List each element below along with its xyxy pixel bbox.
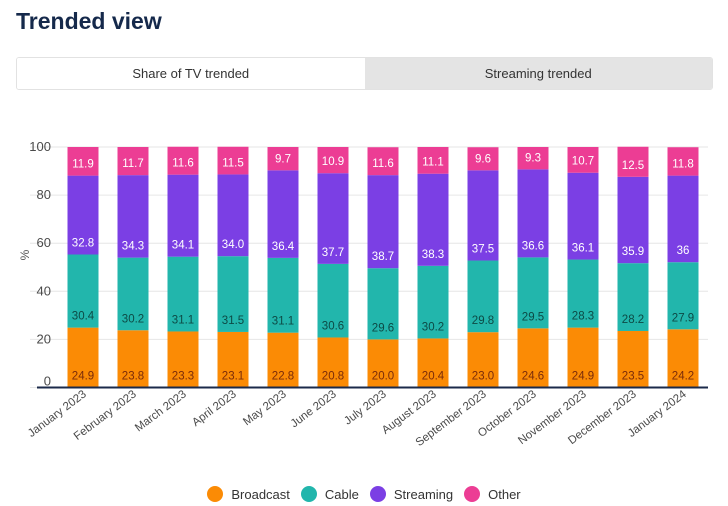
svg-text:24.9: 24.9 — [72, 371, 94, 383]
svg-text:34.0: 34.0 — [222, 239, 244, 251]
svg-text:July 2023: July 2023 — [342, 388, 389, 427]
svg-text:38.3: 38.3 — [422, 249, 444, 261]
svg-text:36.4: 36.4 — [272, 241, 295, 253]
svg-text:36: 36 — [677, 245, 690, 257]
svg-text:28.2: 28.2 — [622, 314, 644, 326]
svg-text:30.2: 30.2 — [422, 321, 444, 333]
svg-text:24.2: 24.2 — [672, 371, 694, 383]
svg-text:60: 60 — [37, 235, 51, 250]
svg-text:11.1: 11.1 — [422, 157, 444, 169]
svg-text:31.1: 31.1 — [172, 314, 194, 326]
svg-text:35.9: 35.9 — [622, 246, 644, 258]
svg-text:40: 40 — [37, 283, 51, 298]
svg-text:9.6: 9.6 — [475, 153, 491, 165]
svg-text:0: 0 — [44, 374, 51, 389]
svg-text:9.7: 9.7 — [275, 153, 291, 165]
svg-text:20.4: 20.4 — [422, 371, 445, 383]
svg-text:24.9: 24.9 — [572, 371, 594, 383]
svg-text:20.0: 20.0 — [372, 371, 394, 383]
svg-text:11.8: 11.8 — [672, 159, 694, 171]
svg-text:29.6: 29.6 — [372, 322, 394, 334]
svg-text:100: 100 — [29, 139, 51, 154]
svg-text:9.3: 9.3 — [525, 152, 541, 164]
svg-text:23.5: 23.5 — [622, 371, 644, 383]
svg-text:36.1: 36.1 — [572, 243, 594, 255]
svg-text:34.1: 34.1 — [172, 240, 194, 252]
svg-text:32.8: 32.8 — [72, 238, 94, 250]
svg-text:23.1: 23.1 — [222, 371, 244, 383]
svg-text:11.9: 11.9 — [72, 159, 94, 171]
svg-text:20: 20 — [37, 331, 51, 346]
svg-text:10.9: 10.9 — [322, 156, 344, 168]
svg-text:34.3: 34.3 — [122, 241, 144, 253]
svg-text:March 2023: March 2023 — [133, 388, 189, 434]
svg-text:24.6: 24.6 — [522, 371, 544, 383]
svg-text:June 2023: June 2023 — [289, 388, 339, 430]
svg-text:May 2023: May 2023 — [241, 388, 289, 428]
svg-text:23.8: 23.8 — [122, 371, 144, 383]
svg-text:23.3: 23.3 — [172, 371, 194, 383]
svg-text:37.7: 37.7 — [322, 247, 344, 259]
svg-text:11.6: 11.6 — [372, 158, 394, 170]
svg-text:31.5: 31.5 — [222, 315, 244, 327]
svg-text:29.5: 29.5 — [522, 311, 544, 323]
svg-text:20.8: 20.8 — [322, 371, 344, 383]
svg-text:38.7: 38.7 — [372, 251, 394, 263]
svg-text:23.0: 23.0 — [472, 371, 494, 383]
svg-text:29.8: 29.8 — [472, 315, 494, 327]
svg-text:28.3: 28.3 — [572, 311, 594, 323]
svg-text:April 2023: April 2023 — [190, 388, 239, 429]
svg-text:12.5: 12.5 — [622, 160, 644, 172]
svg-text:27.9: 27.9 — [672, 312, 694, 324]
svg-text:10.7: 10.7 — [572, 156, 594, 168]
svg-text:11.5: 11.5 — [222, 157, 244, 169]
svg-text:30.6: 30.6 — [322, 320, 344, 332]
svg-text:80: 80 — [37, 187, 51, 202]
svg-text:22.8: 22.8 — [272, 371, 294, 383]
svg-text:30.4: 30.4 — [72, 311, 95, 323]
svg-text:36.6: 36.6 — [522, 240, 544, 252]
svg-text:%: % — [18, 249, 32, 260]
svg-text:30.2: 30.2 — [122, 313, 144, 325]
svg-text:11.7: 11.7 — [122, 158, 144, 170]
svg-text:31.1: 31.1 — [272, 316, 294, 328]
svg-text:11.6: 11.6 — [172, 158, 194, 170]
svg-text:37.5: 37.5 — [472, 244, 494, 256]
